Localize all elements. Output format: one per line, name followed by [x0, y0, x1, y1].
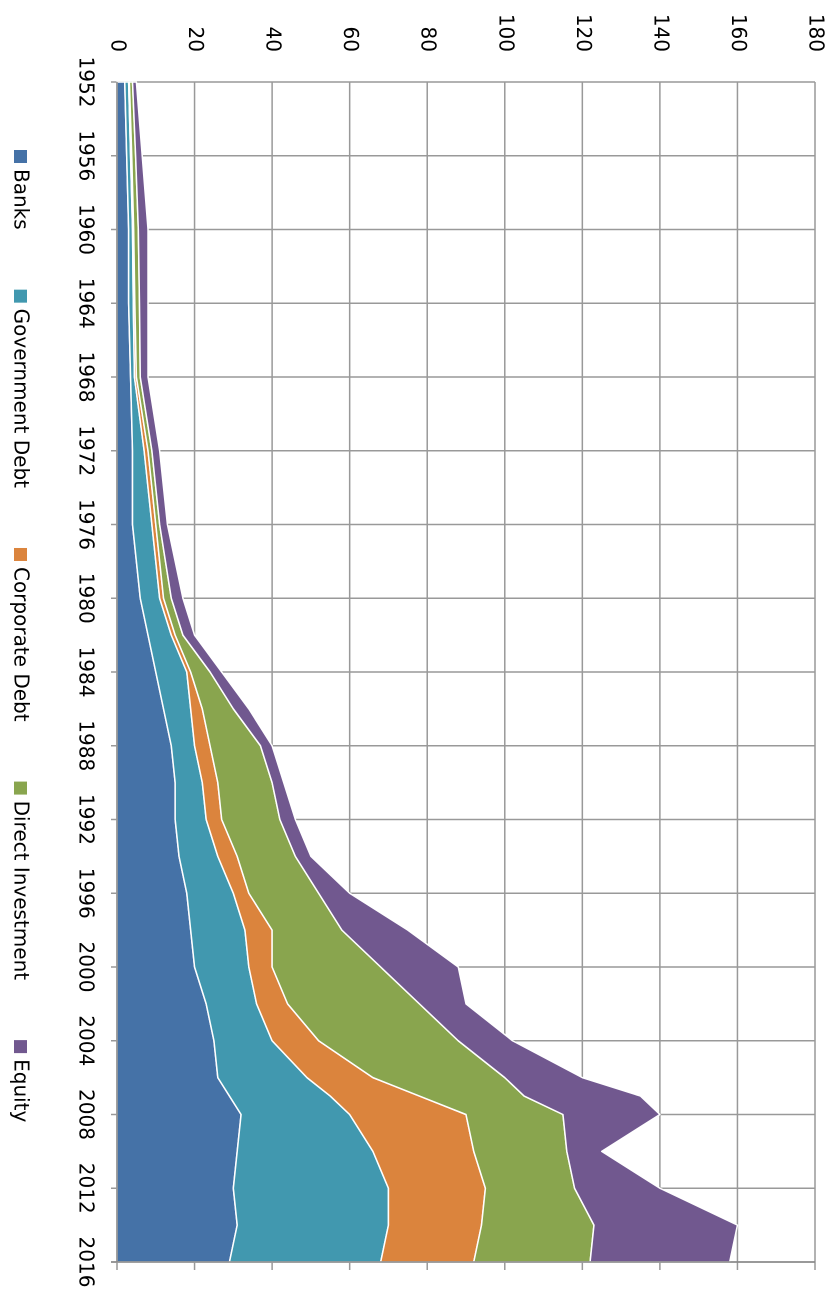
legend-swatch — [14, 150, 27, 163]
x-tick-label: 1960 — [75, 204, 99, 255]
y-tick-label: 100 — [494, 14, 518, 52]
y-tick-label: 180 — [805, 14, 829, 52]
legend-swatch — [14, 781, 27, 795]
y-tick-label: 20 — [184, 27, 208, 52]
legend-label: Equity — [10, 1059, 34, 1122]
legend-swatch — [14, 547, 27, 561]
x-tick-label: 1968 — [75, 352, 99, 403]
x-tick-label: 2004 — [75, 1015, 99, 1066]
x-tick-label: 1976 — [75, 499, 99, 550]
x-tick-label: 1952 — [75, 57, 99, 108]
legend-swatch — [14, 289, 27, 303]
x-tick-label: 1988 — [75, 720, 99, 771]
legend-label: Banks — [10, 169, 34, 230]
y-tick-label: 120 — [572, 14, 596, 52]
x-tick-label: 1972 — [75, 425, 99, 476]
y-tick-label: 40 — [262, 27, 286, 52]
x-tick-label: 1996 — [75, 868, 99, 919]
legend-label: Direct Investment — [10, 801, 34, 981]
y-tick-label: 0 — [107, 39, 131, 52]
x-tick-label: 2012 — [75, 1163, 99, 1214]
x-tick-label: 1980 — [75, 573, 99, 624]
y-tick-label: 140 — [649, 14, 673, 52]
x-tick-label: 1984 — [75, 647, 99, 698]
y-tick-label: 160 — [727, 14, 751, 52]
x-tick-label: 1956 — [75, 130, 99, 181]
x-tick-label: 2016 — [75, 1237, 99, 1288]
legend-label: Government Debt — [10, 309, 34, 488]
y-tick-label: 80 — [417, 27, 441, 52]
x-tick-label: 2000 — [75, 942, 99, 993]
rotated-chart: 0 20 40 60 80 100 120 140 160 180 1952 1956 1960 1964… — [10, 14, 829, 1288]
legend-label: Corporate Debt — [10, 567, 34, 722]
legend-swatch — [14, 1040, 27, 1054]
x-tick-label: 2008 — [75, 1089, 99, 1140]
y-tick-label: 60 — [339, 27, 363, 52]
x-tick-label: 1992 — [75, 794, 99, 845]
x-tick-label: 1964 — [75, 278, 99, 329]
